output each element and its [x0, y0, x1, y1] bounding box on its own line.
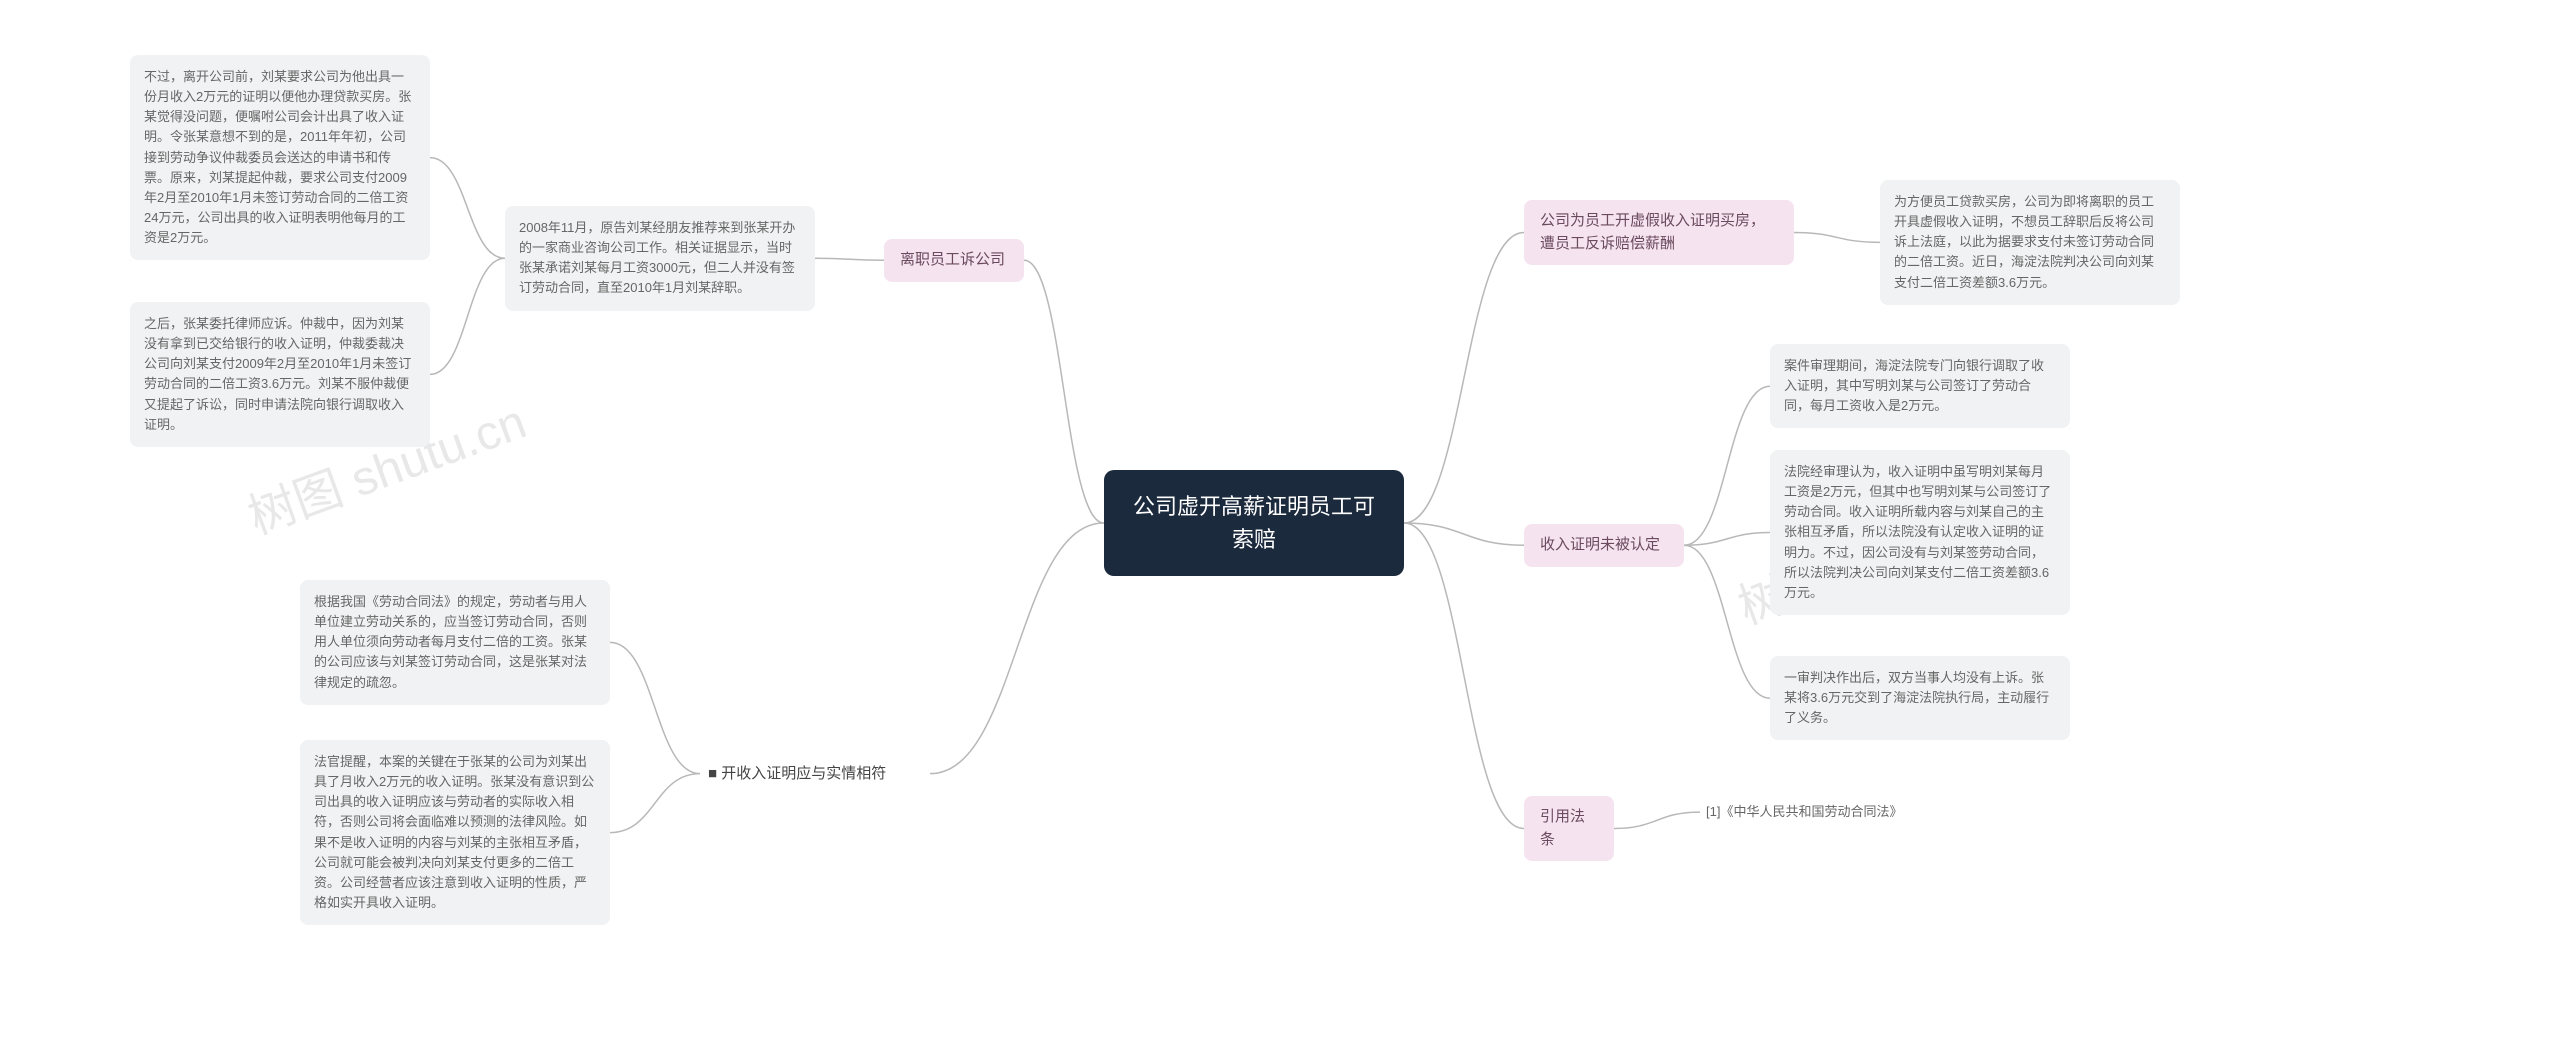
branch-right-fake-proof: 公司为员工开虚假收入证明买房， 遭员工反诉赔偿薪酬: [1524, 200, 1794, 265]
center-line2: 索赔: [1132, 523, 1376, 556]
branch-left-income-proof: ■ 开收入证明应与实情相符: [700, 756, 930, 791]
leaf-l2-judge-remind: 法官提醒，本案的关键在于张某的公司为刘某出具了月收入2万元的收入证明。张某没有意…: [300, 740, 610, 925]
branch-r1-line1: 公司为员工开虚假收入证明买房，: [1540, 210, 1778, 233]
leaf-r2-1: 案件审理期间，海淀法院专门向银行调取了收入证明，其中写明刘某与公司签订了劳动合同…: [1770, 344, 2070, 428]
branch-left-lawsuit: 离职员工诉公司: [884, 239, 1024, 282]
leaf-r3-citation: [1]《中华人民共和国劳动合同法》: [1700, 798, 1960, 826]
leaf-l2-law: 根据我国《劳动合同法》的规定，劳动者与用人单位建立劳动关系的，应当签订劳动合同，…: [300, 580, 610, 705]
leaf-l1-detail-1: 不过，离开公司前，刘某要求公司为他出具一份月收入2万元的证明以便他办理贷款买房。…: [130, 55, 430, 260]
center-line1: 公司虚开高薪证明员工可: [1132, 490, 1376, 523]
branch-right-not-recognized: 收入证明未被认定: [1524, 524, 1684, 567]
leaf-r1-detail: 为方便员工贷款买房，公司为即将离职的员工开具虚假收入证明，不想员工辞职后反将公司…: [1880, 180, 2180, 305]
branch-right-citation: 引用法条: [1524, 796, 1614, 861]
center-topic: 公司虚开高薪证明员工可 索赔: [1104, 470, 1404, 576]
branch-r1-line2: 遭员工反诉赔偿薪酬: [1540, 233, 1778, 256]
leaf-r2-2: 法院经审理认为，收入证明中虽写明刘某每月工资是2万元，但其中也写明刘某与公司签订…: [1770, 450, 2070, 615]
leaf-r2-3: 一审判决作出后，双方当事人均没有上诉。张某将3.6万元交到了海淀法院执行局，主动…: [1770, 656, 2070, 740]
leaf-l1-background: 2008年11月，原告刘某经朋友推荐来到张某开办的一家商业咨询公司工作。相关证据…: [505, 206, 815, 311]
leaf-l1-detail-2: 之后，张某委托律师应诉。仲裁中，因为刘某没有拿到已交给银行的收入证明，仲裁委裁决…: [130, 302, 430, 447]
